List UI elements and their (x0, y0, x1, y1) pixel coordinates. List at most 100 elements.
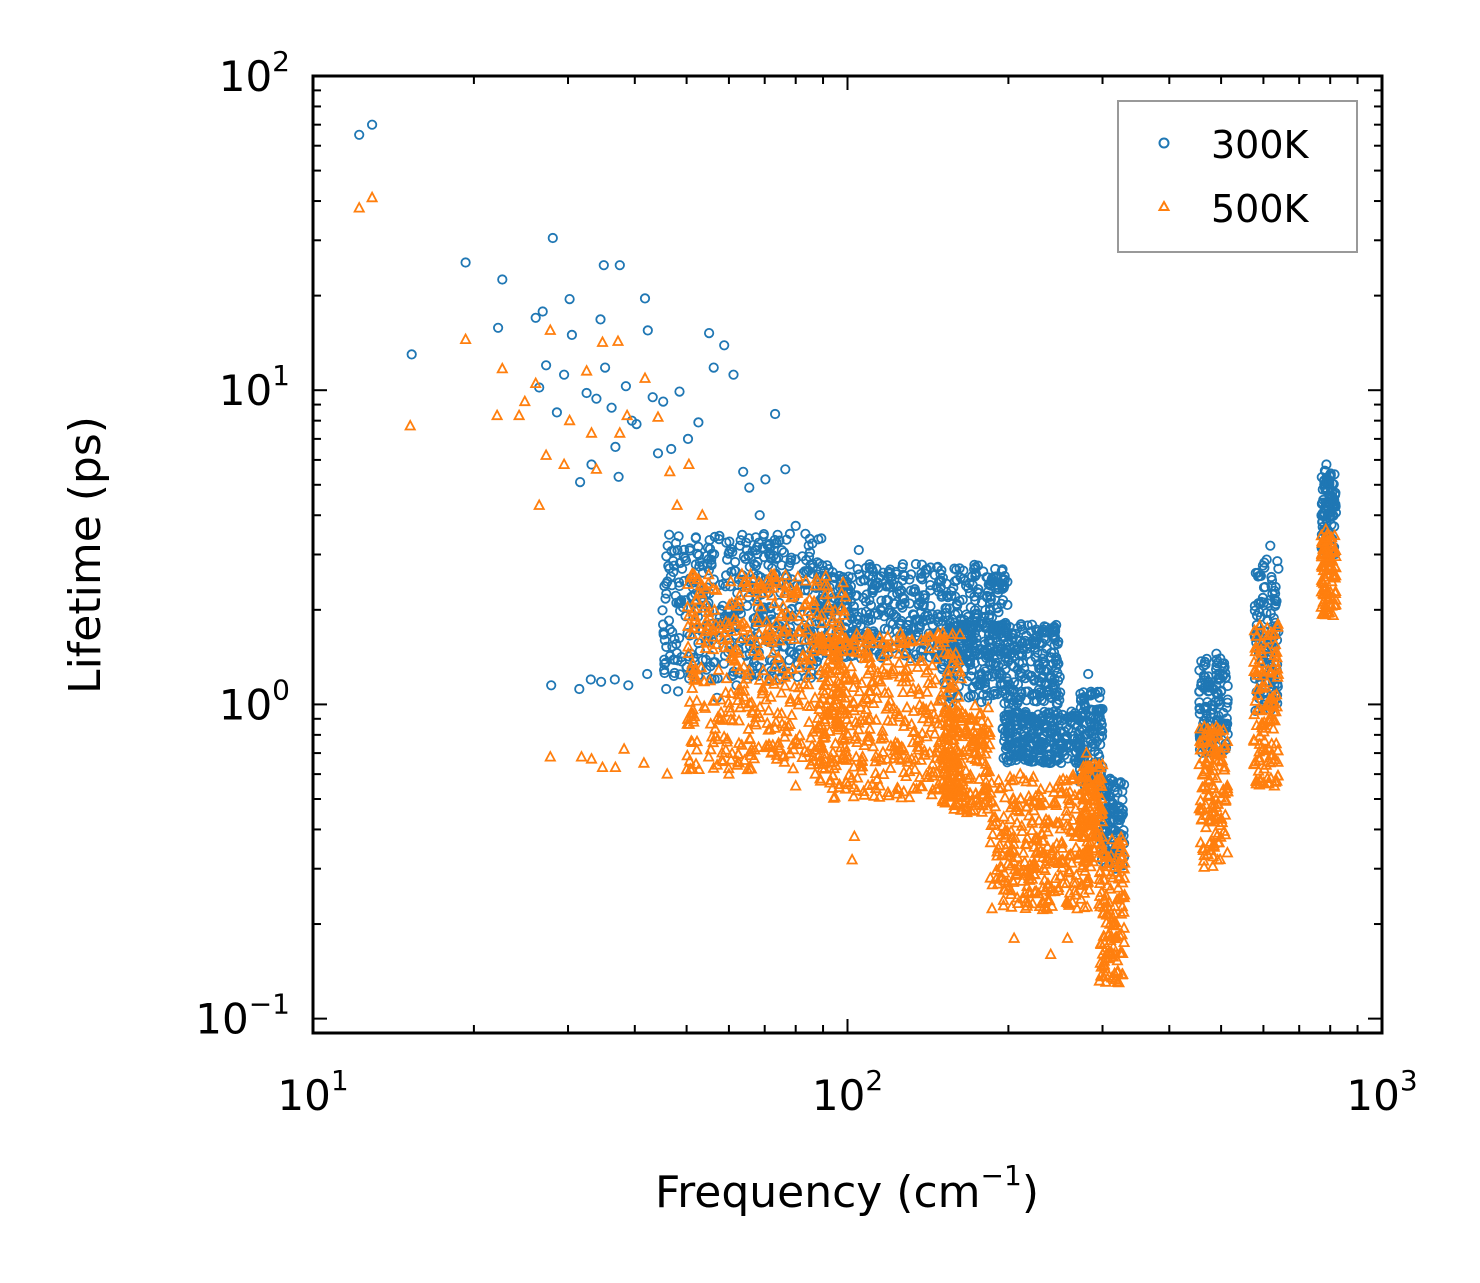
data-point-500k (1010, 803, 1023, 815)
data-point-500k (996, 871, 1009, 883)
data-point-500k (895, 790, 908, 803)
data-point-300k (936, 591, 947, 602)
data-point-500k (1079, 790, 1093, 802)
data-point-300k (1105, 816, 1116, 827)
data-point-500k (778, 624, 792, 637)
data-point-500k (688, 609, 702, 622)
data-point-300k (1042, 749, 1053, 760)
data-point-300k (954, 595, 965, 607)
data-point-500k (1079, 843, 1092, 856)
data-point-500k (786, 589, 799, 601)
data-point-500k (818, 578, 831, 591)
data-point-500k (685, 627, 699, 639)
data-point-500k (1217, 723, 1230, 735)
data-point-500k (1199, 762, 1213, 775)
data-point-500k (778, 586, 792, 598)
data-point-300k (884, 564, 896, 575)
data-point-500k (981, 725, 994, 737)
data-point-300k (1050, 623, 1061, 635)
data-point-500k (993, 838, 1006, 850)
data-point-500k (938, 764, 951, 777)
data-point-500k (1206, 849, 1220, 862)
data-point-500k (719, 685, 732, 698)
data-point-500k (930, 652, 943, 664)
data-point-300k (1019, 710, 1030, 721)
data-point-300k (933, 586, 944, 597)
data-point-500k (908, 762, 922, 774)
data-point-300k (944, 603, 955, 614)
plot-frame (311, 74, 1384, 1035)
data-point-500k (877, 767, 890, 779)
data-point-500k (842, 768, 856, 780)
data-point-300k (799, 566, 810, 577)
data-point-500k (1053, 815, 1066, 828)
data-point-500k (690, 694, 703, 706)
data-point-500k (846, 694, 860, 707)
data-point-300k (1203, 686, 1214, 697)
data-point-500k (712, 663, 725, 675)
data-point-300k (1005, 690, 1016, 702)
data-point-500k (833, 685, 846, 698)
data-point-500k (707, 735, 720, 748)
data-point-500k (1045, 847, 1059, 859)
data-point-500k (1196, 751, 1210, 764)
data-point-500k (834, 636, 848, 649)
data-point-500k (1117, 861, 1130, 873)
data-point-500k (699, 597, 713, 610)
data-point-500k (1258, 734, 1271, 746)
data-point-500k (814, 663, 828, 676)
data-point-300k (660, 657, 671, 668)
data-point-300k (753, 537, 764, 548)
series-500k-markers (353, 190, 1342, 988)
data-point-500k (1086, 793, 1099, 805)
data-point-300k (916, 651, 927, 663)
data-point-500k (956, 774, 969, 786)
data-point-300k (682, 433, 694, 444)
data-point-500k (752, 627, 766, 639)
data-point-500k (995, 780, 1008, 792)
data-point-500k (1001, 779, 1015, 792)
data-point-500k (1062, 863, 1076, 875)
data-point-500k (1118, 888, 1131, 900)
data-point-300k (1085, 690, 1096, 701)
data-point-500k (722, 767, 736, 779)
data-point-500k (1041, 876, 1055, 889)
data-point-300k (933, 576, 945, 588)
data-point-500k (1034, 782, 1047, 794)
data-point-500k (404, 418, 417, 431)
data-point-500k (1098, 954, 1111, 966)
data-point-500k (1096, 830, 1109, 842)
data-point-500k (365, 190, 379, 203)
data-point-300k (1211, 648, 1222, 659)
data-point-500k (824, 666, 838, 678)
data-point-500k (1117, 845, 1131, 857)
data-point-500k (1016, 874, 1029, 886)
y-tick-label: 100 (219, 673, 290, 729)
data-point-500k (818, 730, 832, 742)
data-point-500k (1081, 876, 1094, 888)
data-point-500k (893, 670, 906, 682)
data-point-500k (692, 762, 706, 774)
data-point-500k (681, 577, 695, 589)
data-point-500k (1001, 837, 1014, 849)
data-point-500k (1318, 580, 1332, 592)
data-point-500k (725, 624, 738, 636)
data-point-500k (848, 703, 861, 716)
data-point-500k (1077, 770, 1090, 783)
data-point-500k (1036, 834, 1050, 846)
data-point-500k (820, 697, 834, 709)
data-point-500k (1021, 831, 1034, 843)
data-point-500k (759, 692, 773, 705)
data-point-500k (949, 646, 962, 658)
data-point-500k (786, 609, 799, 622)
data-point-300k (675, 596, 687, 608)
data-point-500k (1014, 767, 1027, 779)
data-point-300k (974, 669, 985, 681)
data-point-500k (1067, 875, 1080, 888)
data-point-500k (1117, 935, 1131, 947)
data-point-500k (1028, 795, 1041, 807)
data-point-500k (953, 782, 966, 794)
data-point-500k (959, 764, 973, 776)
data-point-500k (1094, 936, 1107, 949)
data-point-500k (710, 583, 723, 595)
